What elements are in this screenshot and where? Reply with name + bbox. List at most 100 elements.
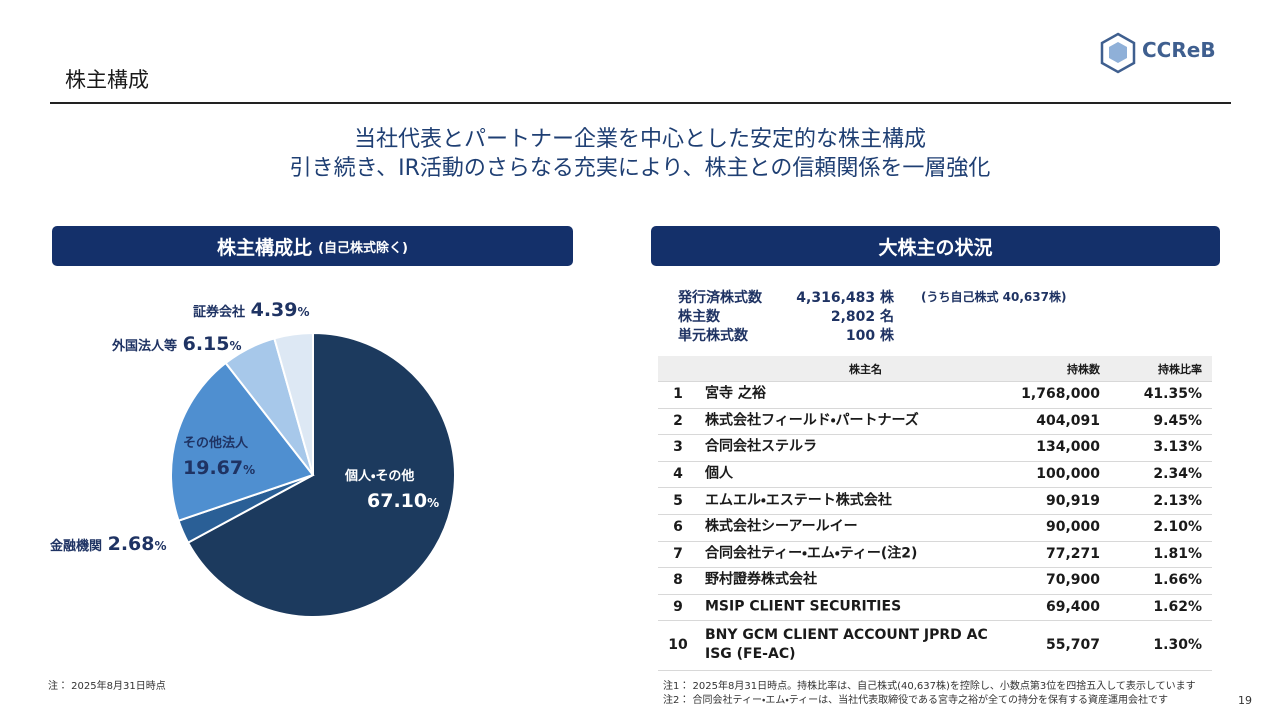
shares-cell: 100,000 [1036,466,1100,483]
section-subtitle: (自己株式除く) [318,240,408,256]
value-label: 19.67 [183,457,244,479]
unit-label: % [243,463,256,477]
rank-cell: 1 [673,386,683,403]
name-cell: エムエル・エステート株式会社 [705,492,892,509]
shares-cell: 70,900 [1045,572,1100,589]
name-cell: 株式会社シーアールイー [705,518,858,535]
shares-cell: 90,919 [1045,492,1100,509]
info-label: 株主数 [678,309,720,325]
treasury-note: (うち自己株式 40,637株) [921,290,1067,304]
category-label: 金融機関 [50,539,103,554]
shares-cell: 404,091 [1036,412,1100,429]
rank-cell: 8 [673,572,683,589]
value-wrap: 4.39% [250,299,310,321]
pie-label: 金融機関 2.68% [50,533,167,555]
value-wrap: 19.67% [183,457,256,479]
shares-cell: 69,400 [1045,599,1100,616]
value-wrap: 6.15% [182,333,242,355]
info-label: 単元株式数 [678,328,748,344]
unit-label: % [229,339,242,353]
shares-cell: 55,707 [1045,637,1100,654]
info-label: 発行済株式数 [678,290,762,306]
value-label: 6.15 [182,333,230,355]
ratio-cell: 1.62% [1153,599,1202,616]
footnote: 注： 2025年8月31日時点 [48,681,166,692]
value-label: 4.39 [250,299,298,321]
table-row: 10 BNY GCM CLIENT ACCOUNT JPRD AC ISG (FE… [658,620,1212,672]
rank-cell: 6 [673,519,683,536]
section-banner: 株主構成比 (自己株式除く) [52,226,573,266]
info-value: 4,316,483 株 [796,290,894,306]
header-cell: 株主名 [849,362,882,376]
pie-chart [170,331,456,618]
table-row: 8 野村證券株式会社 70,900 1.66% [658,567,1212,595]
category-label: 証券会社 [193,305,246,320]
page-number: 19 [1238,694,1252,707]
footnote: 注1： 2025年8月31日時点。持株比率は、自己株式(40,637株)を控除し… [663,681,1196,692]
ratio-cell: 3.13% [1153,439,1202,456]
table-row: 6 株式会社シーアールイー 90,000 2.10% [658,514,1212,542]
rank-cell: 5 [673,492,683,509]
shares-cell: 134,000 [1036,439,1100,456]
value-label: 67.10 [367,490,428,512]
ratio-cell: 2.10% [1153,519,1202,536]
name-cell: 宮寺 之裕 [705,385,766,402]
rank-cell: 2 [673,412,683,429]
table-row: 7 合同会社ティー・エム・ティー(注2) 77,271 1.81% [658,541,1212,569]
shares-cell: 1,768,000 [1021,386,1100,403]
pie-slice [170,361,315,522]
header-cell: 持株数 [1067,362,1100,376]
table-row: 2 株式会社フィールド・パートナーズ 404,091 9.45% [658,408,1212,436]
name-cell: 株式会社フィールド・パートナーズ [705,412,919,429]
name-cell: MSIP CLIENT SECURITIES [705,598,902,615]
logo: CCReB [1100,32,1216,74]
table-row: 1 宮寺 之裕 1,768,000 41.35% [658,381,1212,409]
header-cell: 持株比率 [1158,362,1202,376]
table-header: 株主名 持株数 持株比率 [658,356,1212,382]
table-row: 4 個人 100,000 2.34% [658,461,1212,489]
ratio-cell: 1.66% [1153,572,1202,589]
section-banner: 大株主の状況 [651,226,1220,266]
page-title: 株主構成 [65,68,149,92]
pie-label: 外国法人等 6.15% [112,333,242,355]
pie-label: 個人・その他 67.10% [345,463,439,515]
value-label: 2.68 [107,533,155,555]
unit-label: % [427,496,440,510]
rank-cell: 10 [668,637,688,654]
ratio-cell: 2.34% [1153,466,1202,483]
category-label: 個人・その他 [345,469,415,484]
ratio-cell: 41.35% [1143,386,1202,403]
pie-label: その他法人 19.67% [183,430,255,482]
info-value: 2,802 名 [830,309,894,325]
ratio-cell: 1.81% [1153,545,1202,562]
table-row: 5 エムエル・エステート株式会社 90,919 2.13% [658,487,1212,515]
logo-text: CCReB [1142,38,1216,62]
rank-cell: 7 [673,545,683,562]
unit-label: % [154,539,167,553]
pie-label: 証券会社 4.39% [193,299,310,321]
name-cell: 野村證券株式会社 [705,571,817,588]
table-row: 9 MSIP CLIENT SECURITIES 69,400 1.62% [658,594,1212,622]
ratio-cell: 1.30% [1153,637,1202,654]
headline: 当社代表とパートナー企業を中心とした安定的な株主構成 [353,127,926,152]
info-value: 100 株 [845,328,894,344]
shares-cell: 77,271 [1045,545,1100,562]
rank-cell: 3 [673,439,683,456]
headline: 引き続き、IR活動のさらなる充実により、株主との信頼関係を一層強化 [289,156,991,181]
category-label: 外国法人等 [112,339,178,354]
table-row: 3 合同会社ステルラ 134,000 3.13% [658,434,1212,462]
ratio-cell: 9.45% [1153,412,1202,429]
footnote: 注2： 合同会社ティー・エム・ティーは、当社代表取締役である宮寺之裕が全ての持分… [663,695,1169,706]
ratio-cell: 2.13% [1153,492,1202,509]
section-title: 大株主の状況 [878,236,993,259]
value-wrap: 67.10% [345,490,440,512]
pie-slice [273,331,314,476]
rank-cell: 4 [673,466,683,483]
unit-label: % [297,305,310,319]
name-cell: 個人 [705,465,733,482]
name-cell: 合同会社ステルラ [705,438,817,455]
title-rule [50,102,1231,104]
section-title: 株主構成比 [217,236,313,259]
value-wrap: 2.68% [107,533,167,555]
